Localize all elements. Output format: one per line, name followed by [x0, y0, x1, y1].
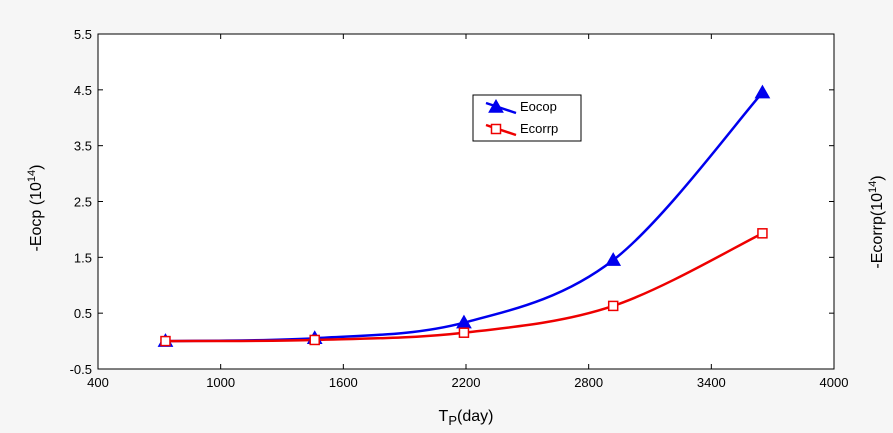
y-tick-label: -0.5	[70, 362, 92, 377]
data-point-ecorrp	[160, 335, 171, 347]
data-point-eocop	[605, 252, 622, 266]
left-y-axis-title-main: -Eocp (10	[28, 182, 45, 251]
x-tick-label: 3400	[697, 375, 726, 390]
legend-marker-ecorrp	[490, 123, 502, 135]
x-tick-label: 1000	[206, 375, 235, 390]
x-axis-title-sub: P	[448, 413, 457, 428]
x-tick-label: 400	[87, 375, 109, 390]
plot-area	[97, 33, 835, 370]
right-y-axis-title-sup: 14	[867, 181, 879, 193]
series-layer	[157, 84, 771, 347]
x-tick-label: 2800	[574, 375, 603, 390]
left-y-axis-title: -Eocp (1014)	[26, 165, 45, 252]
x-axis-title: TP(day)	[439, 408, 494, 428]
y-tick-label: 0.5	[74, 306, 92, 321]
data-point-ecorrp	[757, 228, 768, 239]
data-point-eocop	[754, 84, 771, 99]
y-tick-label: 5.5	[74, 27, 92, 42]
right-y-axis-title-main: -Ecorrp(10	[869, 193, 886, 269]
y-tick-label: 4.5	[74, 83, 92, 98]
legend-label-ecorrp: Ecorrp	[520, 121, 558, 136]
y-tick-label: 3.5	[74, 139, 92, 154]
axis-ticks: 400 1000 1600 2200 2800 3400 4000 -0.5 0.5 1.5 2.5…	[70, 27, 849, 390]
data-point-ecorrp	[309, 334, 320, 346]
right-y-axis-title: -Ecorrp(1014)	[867, 175, 886, 268]
legend-label-eocop: Eocop	[520, 99, 557, 114]
left-y-axis-title-tail: )	[28, 165, 45, 170]
data-point-ecorrp	[458, 327, 470, 338]
legend-items: Eocop Ecorrp	[485, 98, 558, 137]
left-y-axis-title-sup: 14	[26, 170, 38, 182]
data-point-ecorrp	[607, 300, 619, 312]
legend-marker-eocop	[488, 98, 504, 113]
x-axis-title-tail: (day)	[457, 408, 493, 425]
x-tick-label: 4000	[820, 375, 849, 390]
right-y-axis-title-tail: )	[869, 175, 886, 180]
y-tick-label: 2.5	[74, 195, 92, 210]
x-tick-label: 2200	[452, 375, 481, 390]
y-tick-label: 1.5	[74, 250, 92, 265]
x-axis-title-main: T	[439, 408, 449, 425]
legend: Eocop Ecorrp	[472, 94, 582, 142]
x-tick-label: 1600	[329, 375, 358, 390]
